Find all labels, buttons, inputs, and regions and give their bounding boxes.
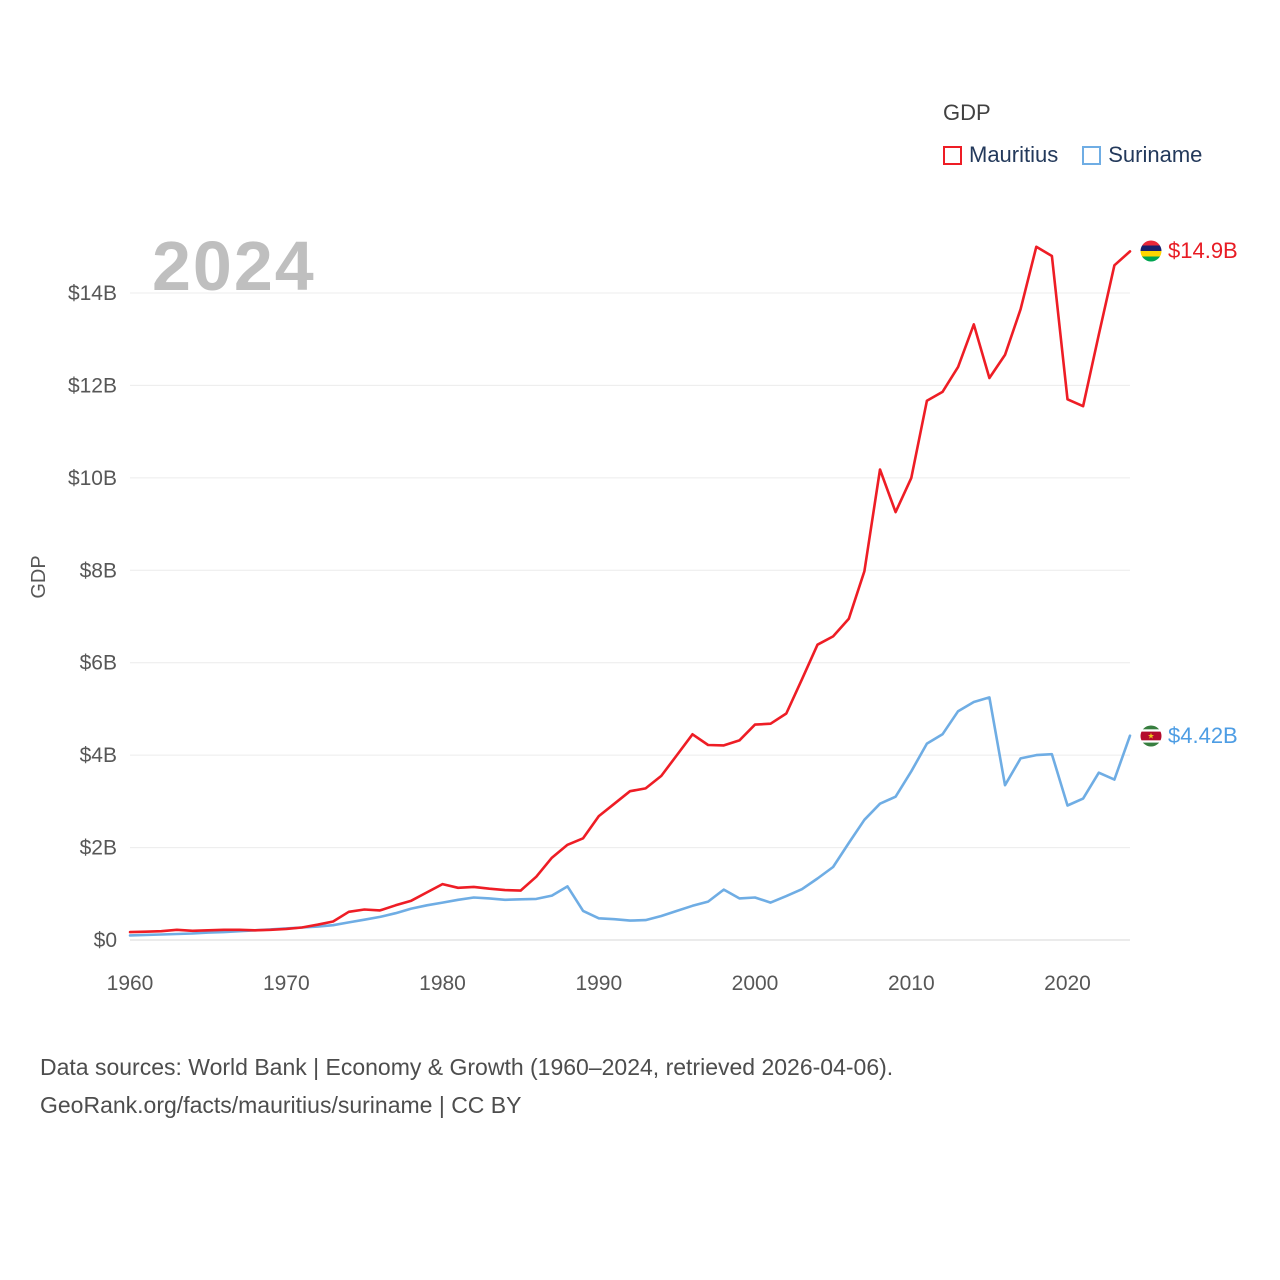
mauritius-flag-icon <box>1140 240 1162 262</box>
y-tick-label: $6B <box>80 652 117 675</box>
y-tick-label: $4B <box>80 744 117 767</box>
y-tick-label: $2B <box>80 837 117 860</box>
legend-title: GDP <box>943 100 991 125</box>
end-label-mauritius: $14.9B <box>1140 238 1238 264</box>
chart-legend: GDP Mauritius Suriname <box>943 100 1202 168</box>
x-tick-label: 1990 <box>575 972 622 995</box>
x-tick-label: 2020 <box>1044 972 1091 995</box>
x-tick-label: 1980 <box>419 972 466 995</box>
x-tick-label: 2000 <box>732 972 779 995</box>
footer-line-attribution[interactable]: GeoRank.org/facts/mauritius/suriname | C… <box>40 1092 522 1118</box>
data-sources-footer: Data sources: World Bank | Economy & Gro… <box>40 1048 893 1124</box>
line-suriname <box>128 696 1132 937</box>
legend-item-suriname[interactable]: Suriname <box>1082 142 1202 168</box>
legend-label-mauritius: Mauritius <box>969 142 1059 167</box>
y-tick-label: $0 <box>94 929 117 952</box>
x-tick-label: 2010 <box>888 972 935 995</box>
watermark-year: 2024 <box>152 227 316 305</box>
y-tick-label: $8B <box>80 559 117 582</box>
y-tick-label: $14B <box>68 282 117 305</box>
y-tick-label: $10B <box>68 467 117 490</box>
y-tick-label: $12B <box>68 374 117 397</box>
line-mauritius <box>128 245 1132 934</box>
x-tick-label: 1960 <box>107 972 154 995</box>
end-label-suriname: $4.42B <box>1140 723 1238 749</box>
suriname-swatch-icon <box>1082 145 1102 165</box>
mauritius-swatch-icon <box>943 145 962 165</box>
end-value-mauritius: $14.9B <box>1168 238 1238 263</box>
end-value-suriname: $4.42B <box>1168 723 1238 748</box>
legend-item-mauritius[interactable]: Mauritius <box>943 142 1058 168</box>
x-tick-label: 1970 <box>263 972 310 995</box>
suriname-flag-icon <box>1140 725 1162 747</box>
legend-items: Mauritius Suriname <box>943 142 1202 168</box>
y-axis-title: GDP <box>28 555 50 598</box>
footer-line-sources: Data sources: World Bank | Economy & Gro… <box>40 1054 894 1080</box>
legend-label-suriname: Suriname <box>1108 142 1203 167</box>
